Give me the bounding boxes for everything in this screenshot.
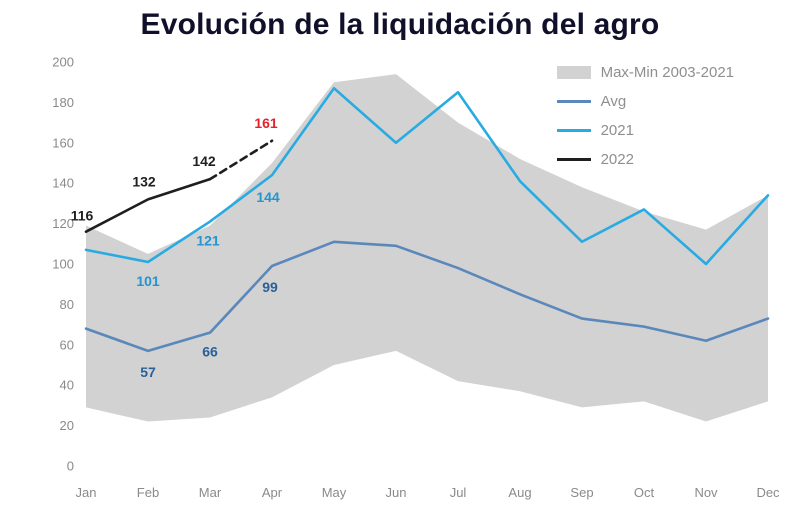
- point-label-2022-116: 116: [71, 208, 94, 224]
- x-tick-label: Jun: [386, 485, 407, 500]
- legend-item-avg: Avg: [556, 93, 734, 110]
- series-line-2021: [84, 86, 770, 266]
- point-label-2021-101: 101: [136, 273, 160, 289]
- point-label-avg-66: 66: [202, 344, 218, 360]
- point-label-avg-99: 99: [262, 279, 278, 295]
- series-line-avg: [84, 240, 770, 353]
- point-label-avg-57: 57: [140, 364, 156, 380]
- avg-line-swatch-icon: [556, 100, 591, 103]
- y-tick-label: 60: [60, 337, 74, 352]
- x-tick-label: Dec: [756, 485, 780, 500]
- legend-label-2021: 2021: [600, 122, 634, 139]
- y-tick-label: 80: [60, 297, 74, 312]
- x-tick-label: Jul: [450, 485, 467, 500]
- legend-item-2021: 2021: [556, 122, 734, 139]
- y-tick-label: 20: [60, 418, 74, 433]
- point-label-2021-121: 121: [196, 233, 220, 249]
- x-tick-label: Oct: [634, 485, 655, 500]
- band-swatch-icon: [556, 66, 591, 79]
- y-tick-label: 200: [52, 55, 74, 70]
- y-tick-label: 180: [52, 95, 74, 110]
- y-tick-label: 0: [67, 459, 74, 474]
- x-tick-label: Feb: [137, 485, 159, 500]
- line-chart: 0 20 40 60 80 100 120 140 160 180 200 Jan Feb Mar Apr M…: [52, 55, 780, 501]
- x-tick-label: May: [322, 485, 347, 500]
- point-label-2022-142: 142: [192, 153, 216, 169]
- legend-label-maxmin: Max-Min 2003-2021: [600, 64, 734, 81]
- line-2021-swatch-icon: [556, 129, 591, 132]
- line-2022-swatch-icon: [556, 158, 591, 161]
- y-tick-label: 140: [52, 176, 74, 191]
- y-tick-label: 120: [52, 216, 74, 231]
- x-tick-label: Sep: [570, 485, 593, 500]
- legend-item-maxmin: Max-Min 2003-2021: [556, 64, 734, 81]
- chart-legend: Max-Min 2003-2021 Avg 2021 2022: [556, 64, 734, 168]
- legend-label-2022: 2022: [600, 151, 634, 168]
- point-label-2022-132: 132: [132, 173, 156, 189]
- chart-title: Evolución de la liquidación del agro: [140, 8, 660, 41]
- series-line-2022: [84, 177, 212, 233]
- x-tick-label: Apr: [262, 485, 283, 500]
- point-label-2021-144: 144: [256, 189, 280, 205]
- x-tick-label: Jan: [76, 485, 97, 500]
- legend-item-2022: 2022: [556, 151, 734, 168]
- x-tick-label: Aug: [508, 485, 531, 500]
- chart-area: 0 20 40 60 80 100 120 140 160 180 200 Jan Feb Mar Apr M…: [24, 48, 792, 506]
- band-maxmin: [86, 74, 768, 422]
- point-label-2022-161: 161: [254, 115, 278, 131]
- series-line-2022: [208, 139, 274, 181]
- legend-label-avg: Avg: [600, 93, 627, 110]
- x-tick-label: Mar: [199, 485, 222, 500]
- y-tick-label: 40: [60, 378, 74, 393]
- y-tick-label: 160: [52, 135, 74, 150]
- x-tick-label: Nov: [694, 485, 718, 500]
- y-tick-label: 100: [52, 257, 74, 272]
